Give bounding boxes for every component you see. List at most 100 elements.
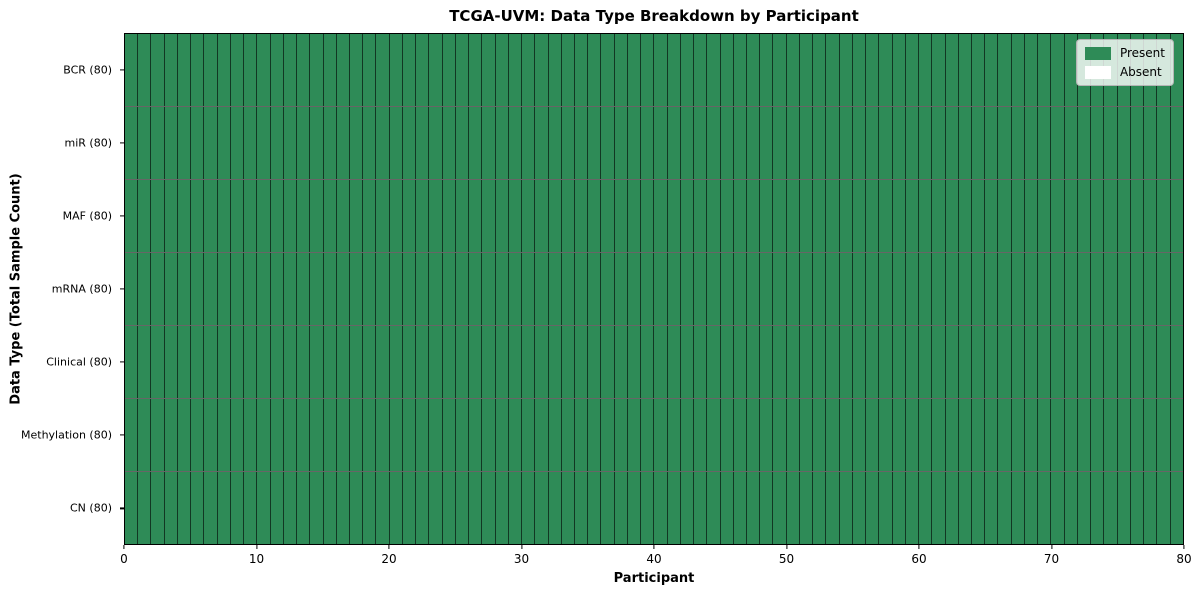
heatmap-cell bbox=[216, 107, 230, 179]
heatmap-cell bbox=[719, 253, 733, 325]
heatmap-cell bbox=[428, 34, 442, 106]
y-tick-mark bbox=[120, 434, 124, 436]
heatmap-cell bbox=[388, 180, 402, 252]
heatmap-cell bbox=[388, 34, 402, 106]
heatmap-cell bbox=[653, 107, 667, 179]
heatmap-cell bbox=[666, 180, 680, 252]
heatmap-cell bbox=[494, 253, 508, 325]
heatmap-cell bbox=[216, 253, 230, 325]
heatmap-cell bbox=[746, 253, 760, 325]
x-axis-ticks: 0 10 20 30 40 50 60 70 80 bbox=[120, 545, 1192, 575]
heatmap-cell bbox=[944, 326, 958, 398]
heatmap-cell bbox=[348, 326, 363, 398]
heatmap-cell bbox=[587, 472, 601, 544]
heatmap-cell bbox=[798, 180, 813, 252]
heatmap-cell bbox=[229, 399, 244, 471]
heatmap-cell bbox=[812, 472, 826, 544]
heatmap-cell bbox=[957, 472, 971, 544]
heatmap-cell bbox=[190, 253, 204, 325]
heatmap-cell bbox=[600, 253, 614, 325]
heatmap-cell bbox=[190, 107, 204, 179]
heatmap-cell bbox=[375, 180, 389, 252]
heatmap-cell bbox=[573, 326, 588, 398]
heatmap-cell bbox=[904, 34, 919, 106]
heatmap-cell bbox=[534, 399, 548, 471]
heatmap-cell bbox=[534, 253, 548, 325]
heatmap-cell bbox=[388, 399, 402, 471]
heatmap-cell bbox=[719, 34, 733, 106]
heatmap-cell bbox=[216, 472, 230, 544]
heatmap-cell bbox=[640, 326, 654, 398]
x-tick-mark bbox=[918, 545, 920, 549]
heatmap-cell bbox=[918, 399, 932, 471]
heatmap-cell bbox=[957, 399, 971, 471]
heatmap-cell bbox=[693, 253, 707, 325]
x-tick-label: 40 bbox=[646, 552, 662, 566]
y-tick-mark bbox=[120, 288, 124, 290]
heatmap-cell bbox=[653, 472, 667, 544]
heatmap-cell bbox=[798, 253, 813, 325]
heatmap-cell bbox=[1156, 180, 1170, 252]
heatmap-cell bbox=[772, 253, 786, 325]
x-axis-label: Participant bbox=[613, 571, 695, 586]
heatmap-cell bbox=[468, 34, 482, 106]
heatmap-cell bbox=[401, 472, 416, 544]
heatmap-cell bbox=[812, 253, 826, 325]
heatmap-cell bbox=[521, 180, 535, 252]
heatmap-cell bbox=[1063, 107, 1077, 179]
heatmap-cell bbox=[547, 472, 561, 544]
heatmap-cell bbox=[1143, 180, 1157, 252]
heatmap-cell bbox=[494, 107, 508, 179]
heatmap-cell bbox=[150, 34, 164, 106]
x-tick-label: 80 bbox=[1176, 552, 1192, 566]
heatmap-cell bbox=[481, 253, 495, 325]
heatmap-cell bbox=[693, 472, 707, 544]
heatmap-cell bbox=[296, 180, 310, 252]
heatmap-cell bbox=[309, 472, 323, 544]
heatmap-cell bbox=[190, 326, 204, 398]
heatmap-cell bbox=[560, 253, 574, 325]
heatmap-cell bbox=[653, 253, 667, 325]
heatmap-cell bbox=[309, 399, 323, 471]
heatmap-cell bbox=[125, 253, 138, 325]
heatmap-cell bbox=[494, 326, 508, 398]
heatmap-cell bbox=[388, 472, 402, 544]
heatmap-cell bbox=[759, 180, 773, 252]
heatmap-cell bbox=[296, 326, 310, 398]
heatmap-cell bbox=[693, 107, 707, 179]
heatmap-cell bbox=[454, 253, 469, 325]
heatmap-cell bbox=[679, 472, 694, 544]
heatmap-cell bbox=[957, 326, 971, 398]
heatmap-cell bbox=[1103, 180, 1117, 252]
heatmap-cell bbox=[1076, 326, 1091, 398]
heatmap-cell bbox=[997, 472, 1011, 544]
heatmap-cell bbox=[838, 472, 852, 544]
heatmap-cell bbox=[521, 34, 535, 106]
heatmap-cell bbox=[838, 34, 852, 106]
heatmap-cell bbox=[573, 472, 588, 544]
heatmap-cell bbox=[1076, 399, 1091, 471]
heatmap-cell bbox=[163, 180, 177, 252]
heatmap-cell bbox=[269, 399, 283, 471]
heatmap-cell bbox=[653, 34, 667, 106]
heatmap-cell bbox=[560, 472, 574, 544]
heatmap-cell bbox=[150, 253, 164, 325]
heatmap-cell bbox=[481, 472, 495, 544]
heatmap-cell bbox=[613, 107, 627, 179]
heatmap-cell bbox=[401, 253, 416, 325]
heatmap-cell bbox=[176, 107, 191, 179]
heatmap-cell bbox=[1143, 107, 1157, 179]
y-tick-label: Clinical (80) bbox=[46, 355, 112, 369]
heatmap-cell bbox=[348, 399, 363, 471]
x-tick-mark bbox=[785, 545, 788, 549]
heatmap-cell bbox=[1023, 399, 1038, 471]
heatmap-cell bbox=[282, 326, 297, 398]
heatmap-cell bbox=[125, 107, 138, 179]
heatmap-cell bbox=[1063, 180, 1077, 252]
heatmap-cell bbox=[891, 34, 905, 106]
heatmap-cell bbox=[878, 180, 892, 252]
heatmap-cell bbox=[348, 34, 363, 106]
heatmap-cell bbox=[759, 34, 773, 106]
heatmap-cell bbox=[984, 399, 998, 471]
heatmap-cell bbox=[362, 399, 376, 471]
